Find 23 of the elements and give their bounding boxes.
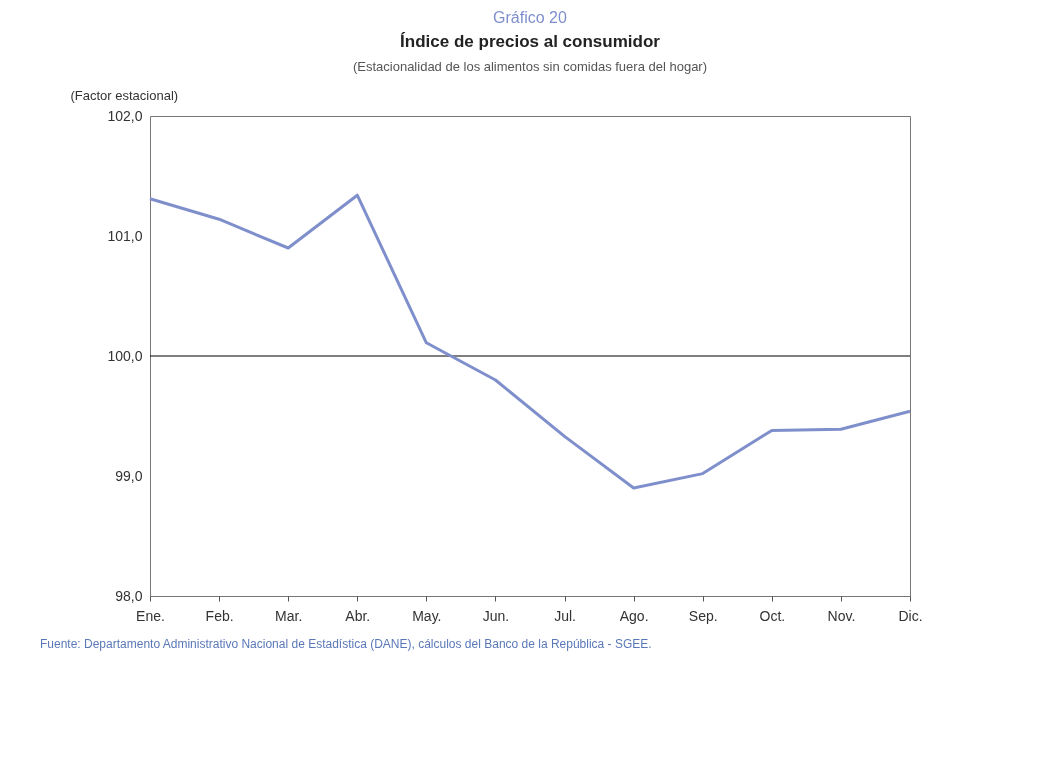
y-tick-label: 98,0: [115, 587, 143, 604]
line-series: [148, 193, 912, 490]
x-tick-label: Oct.: [759, 607, 786, 624]
x-tick-label: May.: [412, 607, 442, 624]
x-tick-label: Jul.: [554, 607, 576, 624]
x-tick-label: Ene.: [136, 607, 165, 624]
x-tick-label: Nov.: [827, 607, 856, 624]
x-tick-label: Dic.: [898, 607, 923, 624]
x-tick-label: Ago.: [619, 607, 649, 624]
y-tick-label: 100,0: [107, 347, 143, 364]
x-tick-label: Sep.: [688, 607, 718, 624]
y-tick-label: 99,0: [115, 467, 143, 484]
chart-subtitle: (Estacionalidad de los alimentos sin comidas fuera del hogar): [352, 59, 708, 74]
chart-title: Índice de precios al consumidor: [400, 32, 661, 51]
y-tick-label: 102,0: [107, 107, 143, 124]
x-tick-label: Mar.: [275, 607, 303, 624]
y-axis-title: (Factor estacional): [70, 87, 179, 103]
text: Gráfico 20: [493, 9, 568, 26]
x-tick-label: Abr.: [345, 607, 371, 624]
source-note: Fuente: Departamento Administrativo Nacional de Estadística (DANE), cálculos del Banco de la República - SGEE.: [40, 637, 652, 651]
x-tick-label: Feb.: [205, 607, 234, 624]
y-tick-label: 101,0: [107, 227, 143, 244]
x-tick-label: Jun.: [482, 607, 510, 624]
